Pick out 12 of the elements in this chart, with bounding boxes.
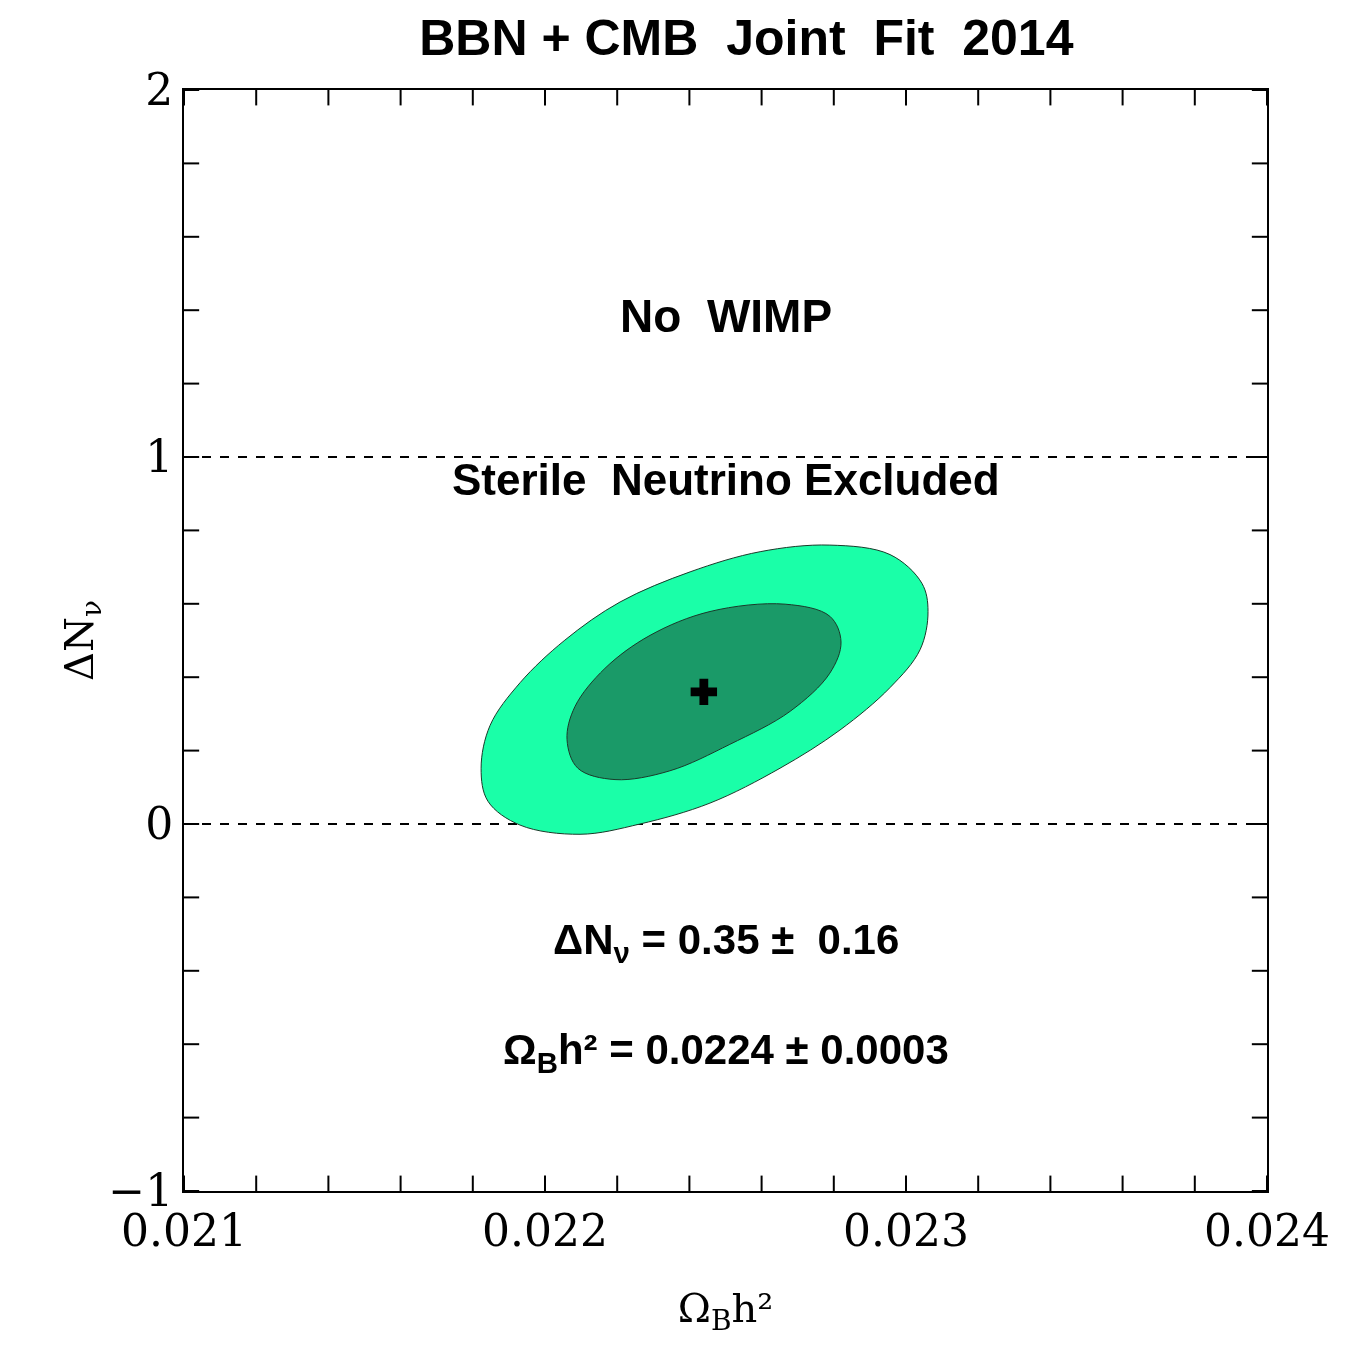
x-tick-label: 0.024	[1204, 1204, 1330, 1256]
x-axis-title: Ω$_{B}$h²	[677, 1285, 774, 1338]
x-tick-label: 0.022	[482, 1204, 608, 1256]
annotation: No WIMP	[620, 290, 833, 342]
chart-title: BBN + CMB Joint Fit 2014	[419, 10, 1074, 67]
annotation: ΔN$_{ν}$ = 0.35 ± 0.16	[553, 916, 900, 969]
annotation: Sterile Neutrino Excluded	[452, 455, 1000, 504]
y-tick-label: 1	[145, 431, 174, 483]
x-tick-label: 0.023	[843, 1204, 969, 1256]
y-tick-label: 0	[145, 798, 174, 850]
y-tick-label: 2	[145, 64, 174, 116]
annotation: Ω$_{B}$h² = 0.0224 ± 0.0003	[503, 1026, 949, 1079]
